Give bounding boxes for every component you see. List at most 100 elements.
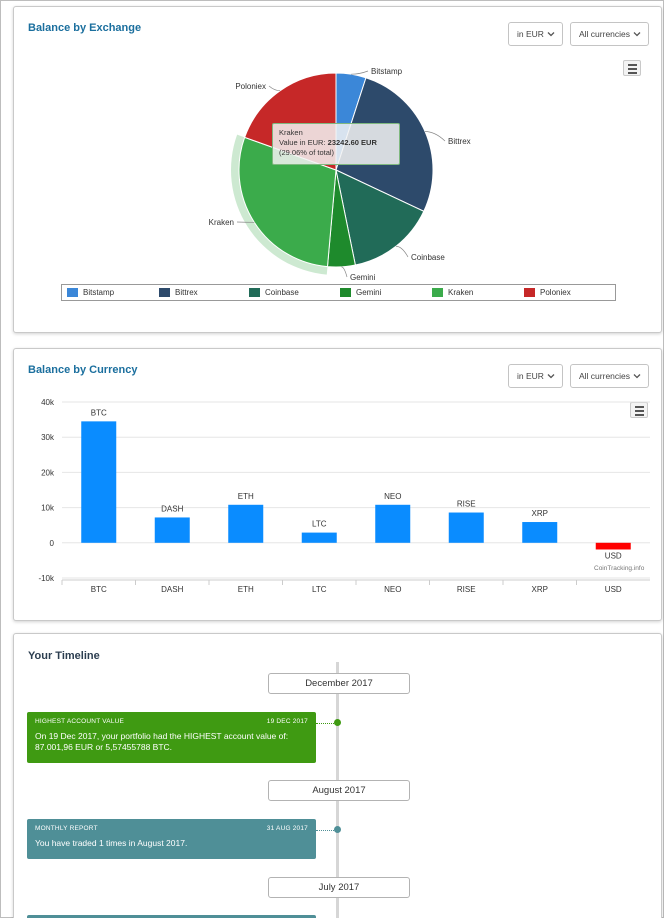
y-tick-label: 0 [50,539,55,548]
pie-label-bittrex: Bittrex [448,137,471,146]
legend-swatch [340,288,351,297]
panel-title: Balance by Exchange [28,22,142,34]
balance-by-currency-panel: Balance by Currency in EUR All currencie… [13,348,662,621]
chevron-down-icon [633,374,641,379]
timeline-month-label: August 2017 [268,780,410,801]
timeline-panel: Your Timeline December 2017 HIGHEST ACCO… [13,633,662,918]
tooltip-value-row: Value in EUR: 23242.60 EUR [279,138,377,147]
bar-usd[interactable] [595,542,631,550]
timeline-dot [334,826,341,833]
hamburger-icon [628,64,637,66]
x-tick-label: DASH [161,585,183,594]
legend-label: Bittrex [175,288,198,297]
pie-label-kraken: Kraken [209,218,234,227]
timeline-event-partial[interactable] [27,915,316,918]
currency-bar-chart: CoinTracking.info 40k 30k 20k 10k 0 -10k BTC BT… [38,398,650,594]
pie-connector [341,266,348,278]
y-tick-label: 30k [41,433,55,442]
event-type: MONTHLY REPORT [35,825,98,832]
legend-label: Coinbase [265,288,299,297]
filter-select[interactable]: All currencies [570,22,649,46]
legend-swatch [159,288,170,297]
pie-slice-coinbase[interactable] [335,169,425,266]
legend-swatch [249,288,260,297]
filter-select-value: All currencies [579,371,631,381]
bar-eth[interactable] [228,504,264,543]
exchange-pie-chart: Bitstamp Bittrex Coinbase Gemini Kraken Polon… [209,67,471,282]
pie-label-gemini: Gemini [350,273,376,282]
chart-tooltip: Kraken Value in EUR: 23242.60 EUR (29.06… [272,123,400,165]
bar-btc[interactable] [81,421,117,543]
bar-ltc[interactable] [301,532,337,543]
timeline-month-label: December 2017 [268,673,410,694]
legend-swatch [67,288,78,297]
chart-menu-button[interactable] [623,60,641,76]
timeline-dot [334,719,341,726]
legend-swatch [432,288,443,297]
event-date: 19 DEC 2017 [266,718,308,725]
event-date: 31 AUG 2017 [266,825,308,832]
bar-rise[interactable] [448,512,484,543]
currency-select-value: in EUR [517,371,544,381]
balance-by-exchange-panel: Balance by Exchange in EUR All currencie… [13,6,662,333]
bar-neo[interactable] [375,504,411,543]
event-type: HIGHEST ACCOUNT VALUE [35,718,125,725]
legend-item-bitstamp[interactable]: Bitstamp [67,288,114,297]
panel-title: Balance by Currency [28,364,138,376]
timeline-title: Your Timeline [28,650,100,662]
bar-data-label: USD [605,551,622,560]
y-tick-label: 40k [41,398,55,407]
y-tick-label: 20k [41,468,55,477]
x-tick-label: LTC [312,585,327,594]
chevron-down-icon [633,32,641,37]
legend-item-bittrex[interactable]: Bittrex [159,288,198,297]
chart-menu-button[interactable] [630,402,648,418]
currency-select-value: in EUR [517,29,544,39]
pie-label-poloniex: Poloniex [235,82,266,91]
legend-label: Kraken [448,288,474,297]
filter-select[interactable]: All currencies [570,364,649,388]
chevron-down-icon [547,374,555,379]
legend-swatch [524,288,535,297]
legend-item-poloniex[interactable]: Poloniex [524,288,571,297]
chevron-down-icon [547,32,555,37]
timeline-event-monthly-report[interactable]: MONTHLY REPORT 31 AUG 2017 You have trad… [27,819,316,859]
x-tick-label: BTC [91,585,107,594]
pie-connector [395,245,409,258]
timeline-month-label: July 2017 [268,877,410,898]
bar-data-label: ETH [238,492,254,501]
legend-label: Poloniex [540,288,571,297]
timeline-event-highest-value[interactable]: HIGHEST ACCOUNT VALUE 19 DEC 2017 On 19 … [27,712,316,763]
chart-legend: Bitstamp Bittrex Coinbase Gemini Kraken Polon… [61,284,616,301]
bar-xrp[interactable] [522,522,558,543]
legend-item-coinbase[interactable]: Coinbase [249,288,299,297]
pie-connector [425,131,446,142]
event-header: MONTHLY REPORT 31 AUG 2017 [35,825,308,832]
bar-data-label: BTC [91,408,107,417]
filter-select-value: All currencies [579,29,631,39]
timeline-connector [316,830,336,831]
event-text: You have traded 1 times in August 2017. [35,838,188,848]
bar-data-label: XRP [532,509,548,518]
x-tick-label: USD [605,585,622,594]
legend-item-kraken[interactable]: Kraken [432,288,473,297]
event-text: On 19 Dec 2017, your portfolio had the H… [35,731,289,752]
hamburger-icon [635,406,644,408]
y-tick-label: -10k [38,574,55,583]
bar-data-label: LTC [312,520,327,529]
pie-connector [351,70,369,75]
y-tick-label: 10k [41,504,55,513]
event-header: HIGHEST ACCOUNT VALUE 19 DEC 2017 [35,718,308,725]
pie-connector [268,85,281,92]
pie-label-coinbase: Coinbase [411,253,445,262]
x-tick-label: RISE [457,585,476,594]
pie-label-bitstamp: Bitstamp [371,67,403,76]
bar-data-label: NEO [384,492,401,501]
x-tick-label: XRP [532,585,548,594]
legend-item-gemini[interactable]: Gemini [340,288,381,297]
tooltip-share: (29.06% of total) [279,148,335,157]
bar-data-label: RISE [457,500,476,509]
currency-select[interactable]: in EUR [508,22,563,46]
bar-dash[interactable] [154,517,190,543]
currency-select[interactable]: in EUR [508,364,563,388]
